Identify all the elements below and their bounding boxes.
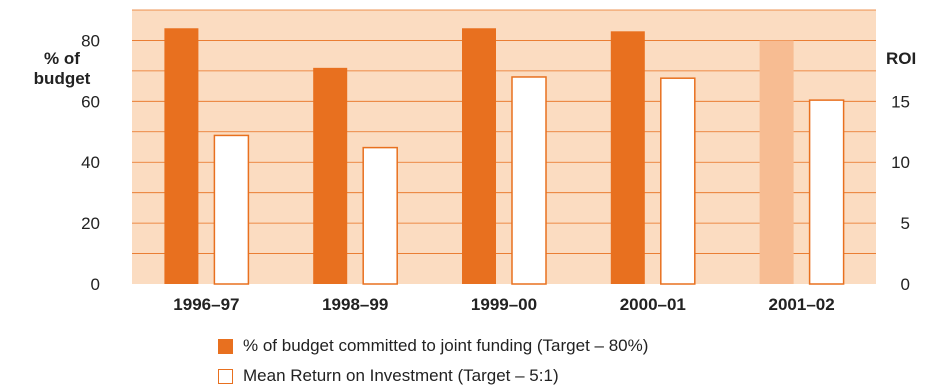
legend-item-primary: % of budget committed to joint funding (… — [218, 336, 648, 356]
right-tick-label: 10 — [891, 153, 910, 172]
left-tick-label: 80 — [81, 31, 100, 50]
legend-swatch-secondary — [218, 368, 233, 384]
left-tick-label: 60 — [81, 92, 100, 111]
right-axis-title: ROI — [886, 49, 916, 68]
left-axis-title-line2: budget — [34, 69, 91, 88]
right-tick-label: 0 — [901, 275, 910, 294]
category-label: 2001–02 — [769, 295, 835, 314]
right-axis-ticks: 0 5 10 15 — [891, 92, 910, 294]
bar-roi-1998–99 — [362, 146, 398, 285]
legend-swatch-primary — [218, 338, 233, 354]
bar-roi-2000–01 — [660, 77, 696, 285]
left-axis-ticks: 0 20 40 60 80 — [81, 31, 100, 294]
left-tick-label: 0 — [91, 275, 100, 294]
bar-budget-1996–97 — [164, 28, 199, 285]
bar-budget-2001–02 — [759, 40, 794, 284]
gridlines — [132, 9, 876, 254]
category-label: 1998–99 — [322, 295, 388, 314]
left-tick-label: 40 — [81, 153, 100, 172]
category-label: 1996–97 — [173, 295, 239, 314]
bar-budget-1998–99 — [313, 67, 348, 284]
bar-budget-1999–00 — [462, 28, 496, 285]
legend-label-primary: % of budget committed to joint funding (… — [243, 336, 649, 355]
plot-background — [132, 10, 876, 284]
right-tick-label: 15 — [891, 92, 910, 111]
bars — [164, 28, 845, 285]
bar-budget-2000–01 — [610, 31, 645, 284]
legend-item-secondary: Mean Return on Investment (Target – 5:1) — [218, 366, 559, 386]
category-label: 1999–00 — [471, 295, 537, 314]
category-label: 2000–01 — [620, 295, 686, 314]
category-labels: 1996–97 1998–99 1999–00 2000–01 2001–02 — [173, 295, 834, 314]
bar-roi-1999–00 — [511, 76, 547, 285]
left-tick-label: 20 — [81, 214, 100, 233]
right-tick-label: 5 — [901, 214, 910, 233]
chart: 0 20 40 60 80 0 5 10 15 1996–97 1998–99 1999–00 20… — [34, 9, 916, 314]
legend-label-secondary: Mean Return on Investment (Target – 5:1) — [243, 366, 559, 385]
left-axis-title-line1: % of — [44, 49, 80, 68]
bar-roi-1996–97 — [213, 134, 250, 285]
bar-roi-2001–02 — [808, 99, 845, 285]
